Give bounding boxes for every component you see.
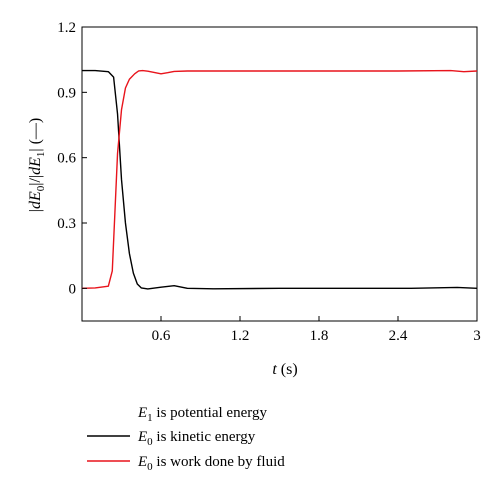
y-tick-label: 0.6 (57, 151, 76, 167)
y-axis-label: |dE0|/|dE1| (—) (27, 118, 47, 212)
x-axis-label: t (s) (272, 361, 297, 378)
y-tick-label: 1.2 (57, 20, 76, 36)
x-tick-label: 3 (473, 328, 481, 344)
y-tick-label: 0 (69, 281, 77, 297)
plot-area (81, 26, 478, 322)
legend-entry: E0 is work done by fluid (137, 454, 285, 473)
plot-frame-border (81, 26, 478, 322)
series-layer (81, 69, 478, 290)
y-tick-label: 0.9 (57, 85, 76, 101)
legend-entry: E0 is kinetic energy (137, 429, 256, 448)
legend: E1 is potential energy E0 is kinetic ener… (87, 405, 285, 473)
x-tick-label: 1.2 (231, 328, 250, 344)
series-line-1 (81, 69, 478, 290)
x-tick-label: 0.6 (152, 328, 171, 344)
y-tick-label: 0.3 (57, 216, 76, 232)
axes-layer: 0.6 1.2 1.8 2.4 3 0 0.3 0.6 0.9 1.2 (57, 20, 481, 344)
x-tick-label: 1.8 (310, 328, 329, 344)
x-tick-label: 2.4 (389, 328, 408, 344)
legend-entry: E1 is potential energy (137, 405, 267, 424)
series-line-0 (82, 69, 478, 290)
